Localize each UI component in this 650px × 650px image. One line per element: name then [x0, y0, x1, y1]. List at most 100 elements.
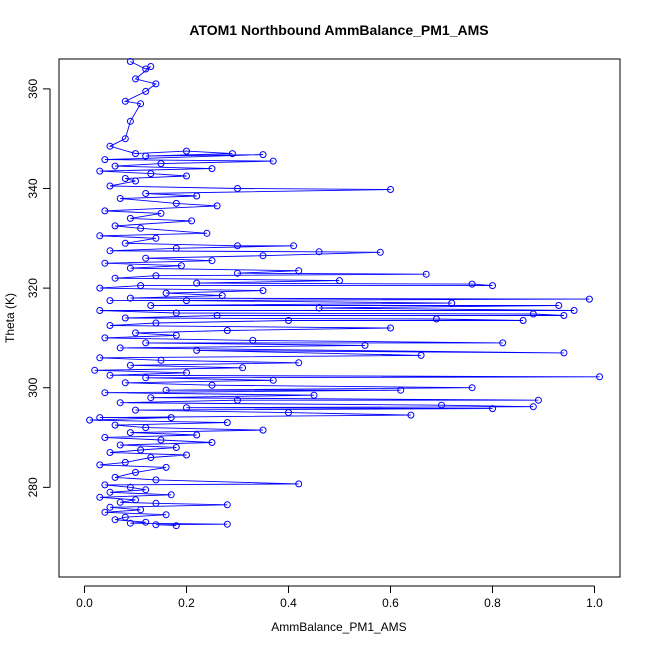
data-point: [259, 252, 267, 260]
data-point: [152, 80, 160, 88]
data-point: [183, 451, 190, 459]
data-point: [387, 186, 394, 193]
x-tick-label: 0.6: [382, 596, 399, 610]
data-point: [106, 322, 114, 329]
data-point: [208, 165, 216, 173]
x-tick-label: 1.0: [586, 596, 603, 610]
data-point: [157, 356, 165, 364]
data-point: [137, 506, 145, 514]
data-point: [223, 501, 231, 509]
data-point: [111, 162, 119, 170]
data-point: [560, 349, 568, 357]
data-point: [234, 185, 241, 192]
data-point: [438, 401, 445, 409]
data-point: [152, 476, 160, 484]
data-point: [121, 314, 129, 322]
data-point: [203, 229, 211, 237]
data-point: [208, 257, 216, 265]
data-point: [96, 493, 104, 501]
data-point: [116, 498, 124, 506]
data-point: [529, 310, 537, 318]
data-point: [101, 508, 109, 516]
data-point: [218, 292, 226, 300]
data-point: [172, 331, 180, 339]
data-point: [295, 359, 303, 367]
data-point: [336, 277, 343, 285]
data-point: [259, 426, 267, 434]
data-point: [285, 409, 292, 417]
data-point: [142, 254, 150, 262]
chart-title: ATOM1 Northbound AmmBalance_PM1_AMS: [189, 22, 488, 38]
y-tick-label: 340: [26, 178, 40, 198]
data-point: [142, 374, 150, 382]
data-point: [234, 242, 241, 250]
data-point: [422, 270, 430, 278]
data-point: [132, 150, 139, 158]
y-tick-label: 300: [26, 377, 40, 397]
data-point: [259, 151, 267, 159]
data-point: [259, 287, 267, 295]
data-point: [152, 499, 160, 507]
data-point: [152, 319, 160, 327]
data-point: [172, 199, 180, 207]
series-line: [89, 61, 600, 527]
data-point: [387, 324, 394, 332]
data-point: [121, 458, 129, 466]
data-point: [96, 414, 104, 422]
data-point: [106, 488, 114, 496]
data-point: [417, 351, 425, 359]
data-point: [126, 519, 134, 527]
data-point: [111, 516, 119, 524]
data-point: [519, 317, 527, 324]
plot-frame: [58, 58, 621, 578]
data-point: [132, 496, 139, 504]
data-point: [560, 312, 568, 319]
data-point: [208, 381, 216, 389]
data-point: [448, 299, 456, 307]
data-point: [116, 344, 124, 352]
data-point: [106, 449, 114, 456]
data-point: [142, 339, 150, 347]
data-point: [147, 170, 155, 178]
data-point: [142, 424, 150, 432]
data-point: [96, 307, 104, 314]
data-point: [223, 520, 231, 528]
data-point: [468, 384, 476, 392]
data-point: [147, 63, 155, 70]
data-point: [152, 272, 160, 280]
data-point: [162, 386, 170, 394]
data-point: [213, 312, 221, 319]
data-point: [152, 521, 160, 529]
data-point: [121, 513, 129, 521]
x-tick-label: 0.4: [280, 596, 297, 610]
data-point: [116, 441, 124, 449]
data-point: [183, 297, 190, 305]
data-point: [183, 369, 190, 377]
data-point: [137, 224, 145, 232]
data-point: [407, 411, 415, 419]
data-point: [126, 294, 134, 302]
y-tick-label: 360: [26, 79, 40, 99]
data-point: [193, 346, 201, 354]
data-point: [111, 473, 119, 481]
data-point: [432, 315, 440, 323]
data-point: [555, 302, 563, 309]
data-point: [208, 439, 216, 446]
data-point: [86, 416, 94, 424]
data-point: [106, 371, 114, 379]
data-point: [295, 267, 303, 275]
data-point: [223, 327, 231, 334]
data-point: [249, 336, 257, 344]
data-point: [121, 239, 129, 247]
data-point: [188, 217, 196, 225]
data-point: [162, 511, 170, 519]
data-point: [96, 167, 104, 175]
data-point: [126, 58, 134, 65]
data-point: [96, 354, 104, 362]
data-point: [126, 429, 134, 437]
data-point: [132, 406, 139, 414]
data-point: [361, 341, 369, 349]
data-point: [106, 297, 114, 305]
data-point: [193, 279, 201, 287]
